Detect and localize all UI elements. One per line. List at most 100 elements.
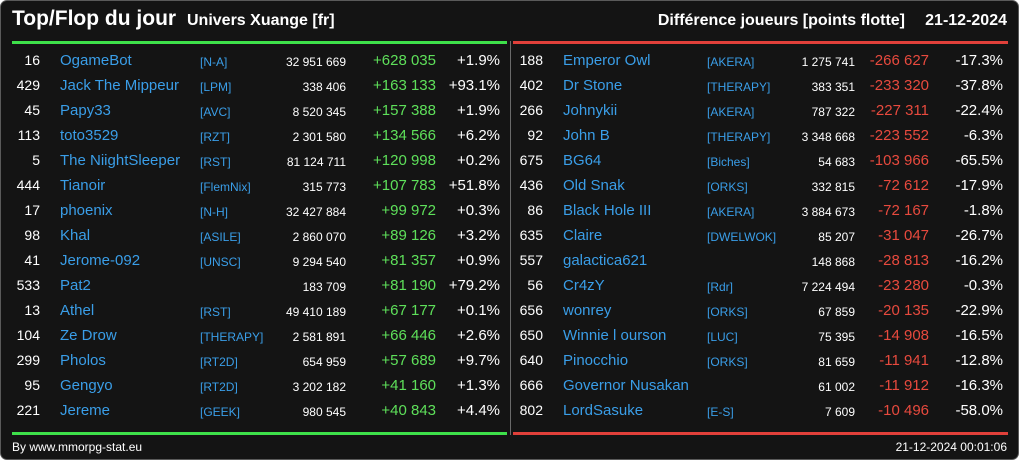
player-rank: 45 [24, 102, 40, 118]
player-name-link[interactable]: BG64 [563, 152, 602, 169]
alliance-tag-link[interactable]: [DWELWOK] [707, 230, 777, 244]
player-name-link[interactable]: Cr4zY [563, 277, 605, 294]
score-percent: -1.8% [963, 202, 1003, 219]
score-percent: -12.8% [955, 352, 1003, 369]
player-rank: 221 [16, 402, 40, 418]
top-row: 299 Pholos [RT2D] 654 959 +57 689 +9.7% [12, 348, 507, 373]
player-rank: 13 [24, 302, 40, 318]
player-name-link[interactable]: OgameBot [60, 52, 132, 69]
footer-source: By www.mmorpg-stat.eu [12, 440, 143, 454]
top-row: 221 Jereme [GEEK] 980 545 +40 843 +4.4% [12, 398, 507, 423]
player-rank: 113 [17, 127, 40, 143]
player-name-link[interactable]: Old Snak [563, 177, 625, 194]
player-name-link[interactable]: Jerome-092 [60, 252, 141, 269]
alliance-tag-link[interactable]: [RST] [200, 305, 231, 319]
score-delta: +628 035 [373, 52, 436, 69]
alliance-tag-link[interactable]: [RT2D] [200, 380, 238, 394]
player-name-link[interactable]: Claire [563, 227, 603, 244]
alliance-tag-link[interactable]: [ORKS] [707, 180, 748, 194]
player-rank: 95 [24, 377, 40, 393]
player-name-link[interactable]: The NiightSleeper [60, 152, 181, 169]
top-row: 16 OgameBot [N-A] 32 951 669 +628 035 +1.9% [12, 48, 507, 73]
player-name-link[interactable]: John B [563, 127, 610, 144]
player-name-link[interactable]: Pholos [60, 352, 106, 369]
alliance-tag-link[interactable]: [N-H] [200, 205, 228, 219]
alliance-tag-link[interactable]: [FlemNix] [200, 180, 251, 194]
alliance-tag-link[interactable]: [ORKS] [707, 355, 748, 369]
alliance-tag-link[interactable]: [LPM] [200, 80, 232, 94]
score-percent: +2.6% [457, 327, 500, 344]
player-name-link[interactable]: Dr Stone [563, 77, 623, 94]
player-name-link[interactable]: Pat2 [60, 277, 91, 294]
score-percent: +51.8% [448, 177, 500, 194]
alliance-tag-link[interactable]: [Rdr] [707, 280, 734, 294]
alliance-tag-link[interactable]: [THERAPY] [707, 80, 771, 94]
player-name-link[interactable]: Khal [60, 227, 91, 244]
player-score: 1 275 741 [801, 55, 855, 69]
player-rank: 635 [519, 227, 543, 243]
alliance-tag-link[interactable]: [GEEK] [200, 405, 241, 419]
score-delta: -223 552 [869, 127, 929, 144]
score-delta: +57 689 [381, 352, 436, 369]
player-name-link[interactable]: Athel [60, 302, 95, 319]
player-name-link[interactable]: Emperor Owl [563, 52, 651, 69]
alliance-tag-link[interactable]: [AKERA] [707, 105, 755, 119]
alliance-tag-link[interactable]: [RST] [200, 155, 231, 169]
alliance-tag-link[interactable]: [LUC] [707, 330, 738, 344]
player-name-link[interactable]: Ze Drow [60, 327, 117, 344]
score-percent: -17.3% [955, 52, 1003, 69]
flop-row: 92 John B [THERAPY] 3 348 668 -223 552 -6.3% [513, 123, 1008, 148]
alliance-tag-link[interactable]: [Biches] [707, 155, 750, 169]
alliance-tag-link[interactable]: [N-A] [200, 55, 228, 69]
player-rank: 656 [519, 302, 543, 318]
alliance-tag-link[interactable]: [ASILE] [200, 230, 241, 244]
alliance-tag-link[interactable]: [THERAPY] [707, 130, 771, 144]
score-delta: +107 783 [373, 177, 436, 194]
alliance-tag-link[interactable]: [AKERA] [707, 55, 755, 69]
player-name-link[interactable]: Papy33 [60, 102, 111, 119]
top-row: 533 Pat2 183 709 +81 190 +79.2% [12, 273, 507, 298]
player-name-link[interactable]: Jereme [60, 402, 111, 419]
score-percent: +9.7% [457, 352, 500, 369]
alliance-tag-link[interactable]: [AVC] [200, 105, 231, 119]
alliance-tag-link[interactable]: [RT2D] [200, 355, 238, 369]
player-name-link[interactable]: galactica621 [563, 252, 648, 269]
player-rank: 650 [519, 327, 543, 343]
player-rank: 802 [519, 402, 543, 418]
alliance-tag-link[interactable]: [THERAPY] [200, 330, 264, 344]
player-name-link[interactable]: Tianoir [60, 177, 106, 194]
score-percent: +1.9% [457, 102, 500, 119]
top-row: 45 Papy33 [AVC] 8 520 345 +157 388 +1.9% [12, 98, 507, 123]
top-gainers-table: 16 OgameBot [N-A] 32 951 669 +628 035 +1.9% 42… [12, 48, 507, 423]
alliance-tag-link[interactable]: [RZT] [200, 130, 230, 144]
player-name-link[interactable]: Winnie l ourson [563, 327, 667, 344]
player-score: 2 581 891 [292, 330, 346, 344]
player-name-link[interactable]: LordSasuke [563, 402, 644, 419]
alliance-tag-link[interactable]: [UNSC] [200, 255, 241, 269]
score-delta: -28 813 [878, 252, 929, 269]
top-row: 113 toto3529 [RZT] 2 301 580 +134 566 +6.2% [12, 123, 507, 148]
player-name-link[interactable]: Black Hole III [563, 202, 652, 219]
player-name-link[interactable]: wonrey [563, 302, 612, 319]
score-percent: -58.0% [955, 402, 1003, 419]
player-score: 85 207 [818, 230, 855, 244]
player-score: 338 406 [302, 80, 346, 94]
alliance-tag-link[interactable]: [E-S] [707, 405, 734, 419]
flop-row: 802 LordSasuke [E-S] 7 609 -10 496 -58.0% [513, 398, 1008, 423]
player-name-link[interactable]: Gengyo [60, 377, 113, 394]
score-delta: +99 972 [381, 202, 436, 219]
player-name-link[interactable]: toto3529 [60, 127, 119, 144]
player-name-link[interactable]: Governor Nusakan [563, 377, 689, 394]
player-name-link[interactable]: Johnykii [563, 102, 618, 119]
player-name-link[interactable]: Jack The Mippeur [60, 77, 179, 94]
score-delta: +41 160 [381, 377, 436, 394]
score-percent: +4.4% [457, 402, 500, 419]
top-row: 429 Jack The Mippeur [LPM] 338 406 +163 133 +… [12, 73, 507, 98]
difference-label: Différence joueurs [points flotte] [657, 12, 905, 29]
player-name-link[interactable]: Pinocchio [563, 352, 629, 369]
alliance-tag-link[interactable]: [ORKS] [707, 305, 748, 319]
alliance-tag-link[interactable]: [AKERA] [707, 205, 755, 219]
player-rank: 104 [16, 327, 40, 343]
player-name-link[interactable]: phoenix [60, 202, 113, 219]
